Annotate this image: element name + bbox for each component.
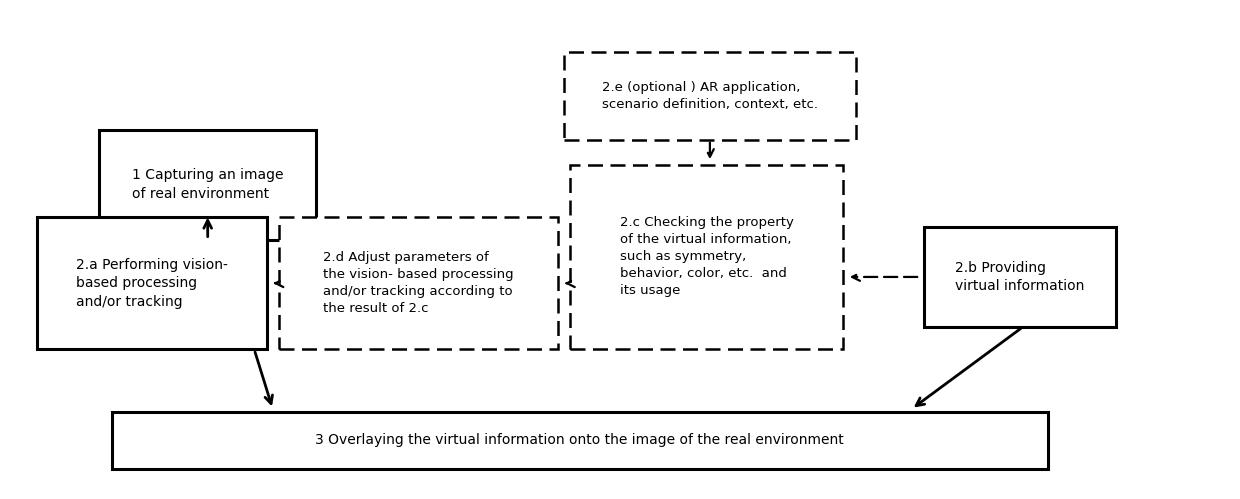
- Text: 2.b Providing
virtual information: 2.b Providing virtual information: [955, 261, 1085, 293]
- Bar: [112, 412, 1048, 469]
- Text: 1 Capturing an image
of real environment: 1 Capturing an image of real environment: [131, 169, 284, 201]
- Bar: [564, 52, 856, 140]
- Text: 2.d Adjust parameters of
the vision- based processing
and/or tracking according : 2.d Adjust parameters of the vision- bas…: [324, 251, 513, 315]
- Bar: [924, 227, 1116, 327]
- Text: 2.e (optional ) AR application,
scenario definition, context, etc.: 2.e (optional ) AR application, scenario…: [601, 81, 818, 111]
- Bar: [37, 217, 267, 349]
- Text: 3 Overlaying the virtual information onto the image of the real environment: 3 Overlaying the virtual information ont…: [315, 433, 844, 448]
- Bar: [99, 130, 316, 240]
- Bar: [570, 165, 843, 349]
- Bar: [279, 217, 558, 349]
- Text: 2.a Performing vision-
based processing
and/or tracking: 2.a Performing vision- based processing …: [76, 258, 228, 308]
- Text: 2.c Checking the property
of the virtual information,
such as symmetry,
behavior: 2.c Checking the property of the virtual…: [620, 217, 794, 297]
